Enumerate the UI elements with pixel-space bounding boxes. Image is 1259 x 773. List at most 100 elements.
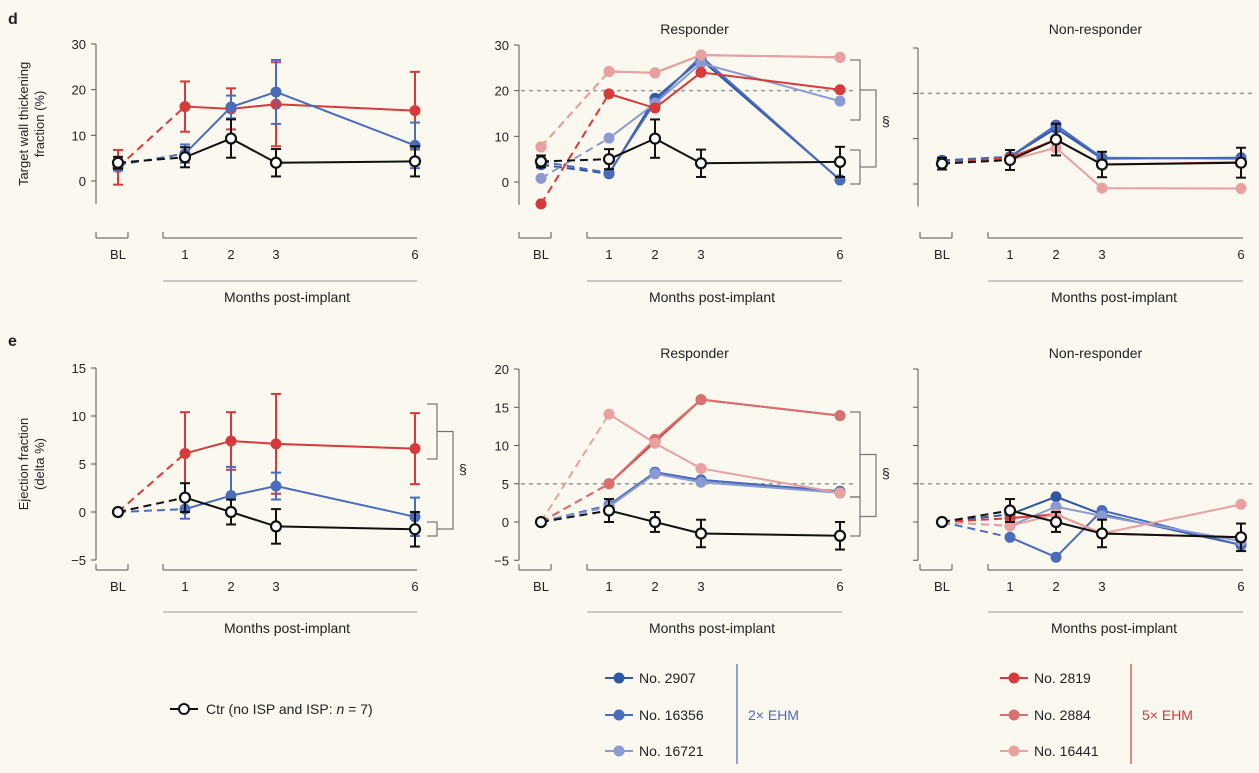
- y-tick-label: 30: [495, 38, 509, 53]
- y-tick-label: 10: [72, 409, 86, 424]
- y-tick-label: 10: [495, 439, 509, 454]
- data-point: [111, 505, 125, 519]
- series-line: [608, 471, 841, 506]
- x-tick-label: 3: [1098, 247, 1105, 262]
- data-point: [270, 86, 282, 98]
- data-point: [648, 132, 662, 145]
- data-point: [225, 490, 237, 502]
- significance-mark: §: [459, 461, 467, 477]
- x-tick-label: 3: [1098, 579, 1105, 594]
- x-tick-label: 1: [605, 579, 612, 594]
- significance-bracket-d: §: [850, 59, 890, 185]
- series-line: [608, 55, 841, 181]
- series-line-dashed: [941, 517, 1011, 523]
- x-axis-label: Months post-implant: [224, 620, 350, 636]
- data-point: [602, 504, 616, 517]
- series-line: [1009, 503, 1242, 535]
- data-point: [270, 480, 282, 492]
- x-tick-label: 3: [697, 579, 704, 594]
- x-tick-label: 2: [1052, 247, 1059, 262]
- data-point: [603, 65, 615, 77]
- data-point: [178, 491, 192, 504]
- y-tick-label: 15: [72, 361, 86, 376]
- series-line-dashed: [941, 521, 1011, 527]
- x-tick-label: BL: [110, 247, 126, 262]
- data-point: [833, 155, 847, 169]
- series-line: [184, 90, 416, 155]
- data-point: [935, 157, 949, 170]
- y-tick-label: 15: [495, 400, 509, 415]
- legend-ctr-suffix: = 7): [344, 701, 372, 717]
- x-axis-label: Months post-implant: [649, 289, 775, 305]
- data-point: [408, 155, 422, 168]
- data-point: [695, 476, 707, 488]
- legend-swatch-marker: [613, 745, 625, 757]
- y-tick-label: 20: [72, 83, 86, 98]
- data-point: [1049, 515, 1063, 529]
- panel-d-mean: 0 10 20 30 Target wall thickeningfraction (%…: [16, 37, 422, 305]
- data-point: [695, 49, 707, 61]
- y-tick-label: 20: [495, 84, 509, 99]
- legend-group-5x: 5× EHM: [1142, 707, 1193, 723]
- data-point: [1049, 133, 1063, 146]
- bracket-line: [437, 430, 454, 530]
- panel-title: Responder: [660, 21, 729, 37]
- series-line: [184, 485, 416, 518]
- data-point: [1050, 491, 1062, 503]
- x-tick-label: BL: [110, 579, 126, 594]
- data-point: [1004, 520, 1016, 532]
- series-line-dashed: [540, 413, 610, 523]
- data-point: [1095, 527, 1109, 540]
- data-point: [648, 515, 662, 529]
- x-tick-label: 6: [411, 579, 418, 594]
- y-axis-label-line: (delta %): [32, 438, 47, 490]
- bracket-line: [860, 89, 877, 168]
- data-point: [603, 478, 615, 490]
- data-point: [834, 95, 846, 107]
- series-line-dashed: [941, 155, 1011, 163]
- y-tick-label: 0: [502, 515, 509, 530]
- series-line: [184, 137, 416, 164]
- data-point: [534, 515, 548, 529]
- data-point: [695, 66, 707, 78]
- y-axis-label-line: Target wall thickening: [16, 62, 31, 186]
- x-tick-label: 6: [1237, 247, 1244, 262]
- panel-e-nonresponder: Non-responder BL 1 2 3 6 Months post-implant: [913, 345, 1255, 636]
- data-point: [111, 156, 125, 169]
- data-point: [408, 523, 422, 536]
- series-line-dashed: [540, 482, 610, 523]
- x-tick-label: BL: [533, 579, 549, 594]
- legend-swatch-marker: [1008, 672, 1020, 684]
- series-line: [184, 496, 416, 531]
- x-tick-label: 6: [411, 247, 418, 262]
- bracket-line: [427, 403, 438, 460]
- series-line: [608, 62, 841, 139]
- section-label-d: d: [8, 11, 18, 28]
- data-point: [224, 505, 238, 519]
- data-point: [834, 84, 846, 96]
- legend-item-label: No. 2819: [1034, 670, 1091, 686]
- series-line: [608, 137, 841, 165]
- x-tick-label: BL: [934, 579, 950, 594]
- x-tick-label: 3: [697, 247, 704, 262]
- panel-title: Non-responder: [1049, 345, 1143, 361]
- data-point: [694, 527, 708, 540]
- y-tick-label: −5: [71, 553, 86, 568]
- data-point: [178, 151, 192, 164]
- data-point: [834, 51, 846, 63]
- series-line-dashed: [540, 158, 610, 163]
- x-tick-label: 1: [605, 247, 612, 262]
- panel-d-nonresponder: Non-responder BL 1 2 3 6 Months post-implant: [913, 21, 1255, 305]
- y-tick-label: 30: [72, 37, 86, 52]
- data-point: [270, 438, 282, 450]
- legend-ctr-text: Ctr (no ISP and ISP:: [206, 701, 336, 717]
- series-line-dashed: [941, 513, 1011, 523]
- series-line-dashed: [540, 505, 610, 523]
- x-tick-label: 2: [227, 579, 234, 594]
- panel-e-mean: −5 0 5 10 15 Ejection fraction(delta %) BL 1 2 3 6…: [16, 361, 422, 636]
- panel-title: Responder: [660, 345, 729, 361]
- series-line: [1009, 509, 1242, 539]
- x-tick-label: 3: [272, 579, 279, 594]
- data-point: [1003, 504, 1017, 517]
- series-line-dashed: [117, 156, 186, 164]
